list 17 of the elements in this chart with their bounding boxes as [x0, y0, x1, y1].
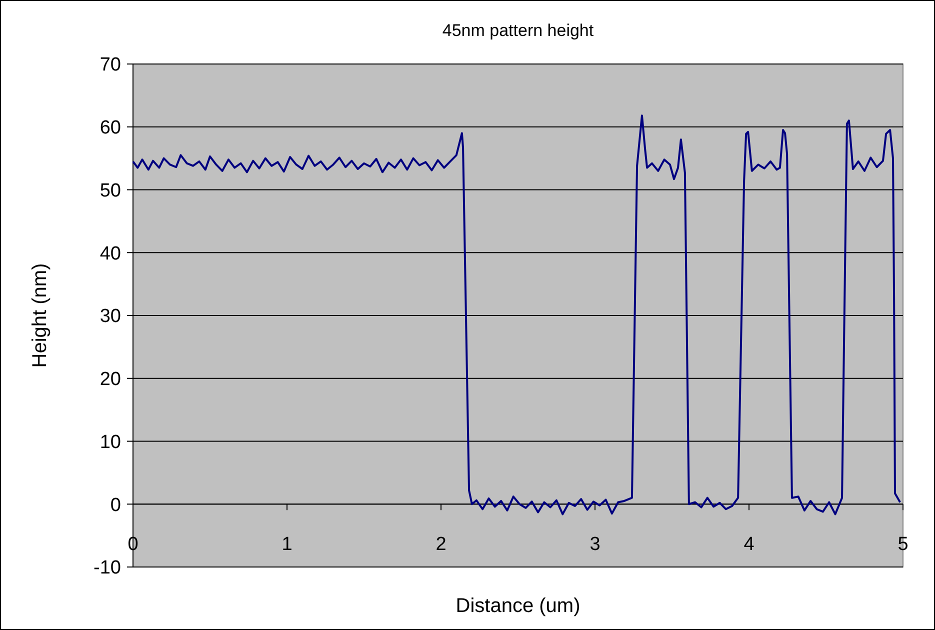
y-tick-label: 60 [100, 118, 121, 139]
y-axis-title: Height (nm) [29, 263, 51, 368]
y-tick-label: 10 [100, 432, 121, 453]
y-tick-label: 50 [100, 180, 121, 202]
x-tick-label: 5 [898, 534, 908, 556]
y-tick-label: 40 [100, 243, 121, 264]
x-tick-label: 3 [590, 534, 600, 556]
y-tick-label: 20 [100, 369, 121, 390]
x-tick-label: 4 [744, 534, 755, 556]
y-tick-label: 0 [110, 494, 121, 516]
y-tick-label: -10 [94, 558, 121, 579]
chart-title: 45nm pattern height [442, 21, 594, 40]
x-tick-label: 2 [436, 534, 446, 556]
y-tick-label: 30 [100, 306, 121, 328]
x-tick-label: 1 [282, 534, 292, 556]
y-tick-label: 70 [100, 54, 121, 76]
x-axis-title: Distance (um) [456, 595, 580, 617]
